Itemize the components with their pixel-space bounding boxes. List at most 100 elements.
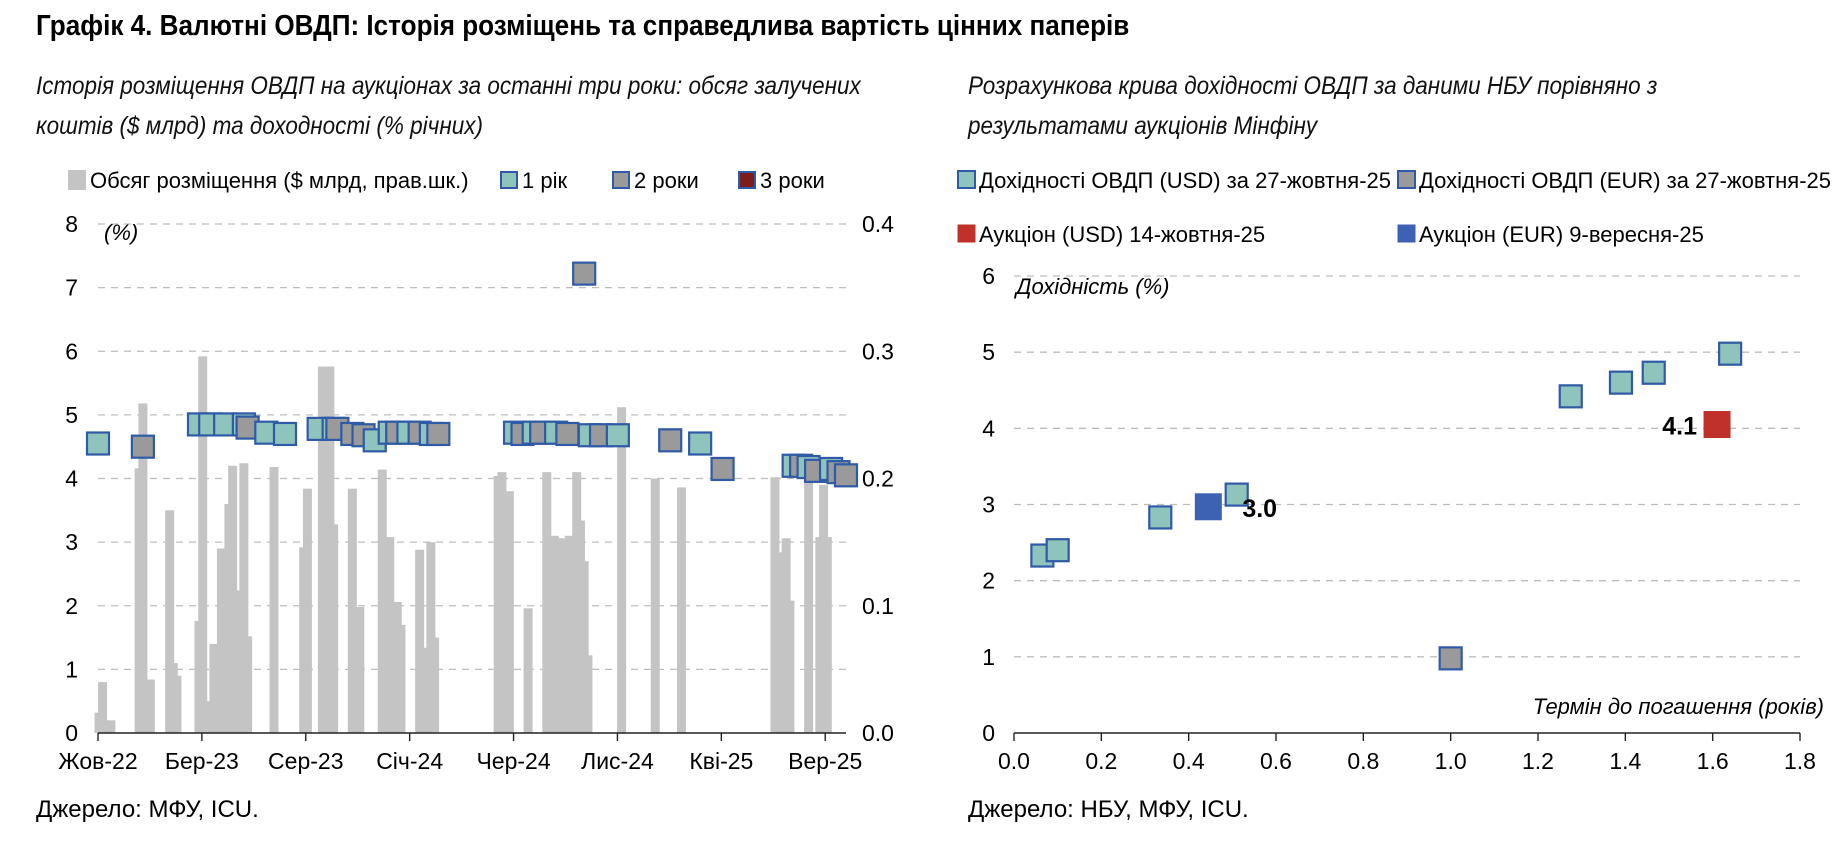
- yield-marker-1y: [605, 423, 630, 448]
- right-y-tick-label: 0.4: [862, 211, 894, 237]
- right-x-axis-label: Термін до погашення (років): [1533, 694, 1824, 719]
- volume-bar: [98, 682, 108, 733]
- auction_eur-point: [1194, 493, 1222, 521]
- legend-auction_usd-swatch: [957, 224, 976, 243]
- left-x-tick-label: Січ-24: [376, 748, 443, 774]
- volume-bar: [216, 548, 226, 733]
- right-x-tick-label: 1.8: [1784, 748, 1816, 774]
- usd_curve-point: [1148, 505, 1173, 530]
- right-chart-source: Джерело: НБУ, МФУ, ICU.: [968, 796, 1249, 823]
- eur_curve-point: [1438, 646, 1463, 671]
- yield-marker-1y: [272, 421, 298, 447]
- left-y-tick-label: 2: [65, 593, 78, 619]
- left-y-tick-label: 0: [65, 720, 78, 746]
- auction-eur-data-label: 3.0: [1242, 495, 1277, 523]
- left-y-tick-label: 7: [65, 275, 78, 301]
- volume-bar: [165, 510, 175, 733]
- volume-bar: [617, 407, 627, 733]
- legend-yield_3y-swatch: [738, 171, 756, 189]
- volume-bar: [676, 487, 686, 733]
- right-y-tick-label: 0.2: [862, 466, 894, 492]
- left-x-tick-label: Лис-24: [581, 748, 654, 774]
- volume-bar: [504, 491, 514, 733]
- volume-bar: [377, 469, 387, 733]
- usd_curve-point: [1045, 538, 1070, 563]
- left-y-tick-label: 6: [65, 338, 78, 364]
- volume-bar: [396, 624, 406, 733]
- volume-bar: [231, 590, 241, 733]
- legend-yield_1y-label: 1 рік: [522, 168, 567, 193]
- legend-usd_curve-label: Дохідності ОВДП (USD) за 27-жовтня-25: [979, 168, 1391, 193]
- volume-bar: [822, 537, 832, 733]
- usd_curve-point: [1224, 482, 1249, 507]
- right-y-tick-label: 1: [982, 644, 995, 670]
- volume-bar: [347, 488, 357, 733]
- right-x-tick-label: 1.0: [1435, 748, 1467, 774]
- right-y-tick-label: 0.3: [862, 338, 894, 364]
- left-y-tick-label: 4: [65, 466, 78, 492]
- right-y-tick-label: 5: [982, 339, 995, 365]
- volume-bar: [415, 549, 425, 733]
- legend-yield_2y-label: 2 роки: [634, 168, 699, 193]
- volume-bar: [329, 524, 339, 733]
- right-y-tick-label: 2: [982, 568, 995, 594]
- left-x-tick-label: Кві-25: [689, 748, 753, 774]
- volume-bar: [523, 608, 533, 733]
- volume-bar: [269, 467, 279, 733]
- volume-bar: [785, 600, 795, 733]
- volume-bar: [418, 647, 428, 733]
- right-x-tick-label: 1.4: [1609, 748, 1641, 774]
- auction_usd-point: [1703, 411, 1731, 439]
- usd_curve-point: [1641, 360, 1666, 385]
- volume-bar: [430, 637, 440, 733]
- volume-bar: [542, 472, 552, 733]
- right-y-tick-label: 6: [982, 263, 995, 289]
- yield-marker-2y: [833, 463, 859, 488]
- right-y-axis-label: Дохідність (%): [1013, 274, 1170, 299]
- left-y-tick-label: 3: [65, 529, 78, 555]
- legend-auction_usd-label: Аукціон (USD) 14-жовтня-25: [979, 222, 1265, 247]
- left-x-tick-label: Вер-25: [788, 748, 862, 774]
- left-chart-source: Джерело: МФУ, ICU.: [36, 796, 259, 823]
- volume-bar: [172, 675, 182, 733]
- usd_curve-point: [1608, 370, 1634, 395]
- volume-bar: [302, 488, 312, 733]
- legend-yield_3y-label: 3 роки: [760, 168, 825, 193]
- left-y-tick-label: 5: [65, 402, 78, 428]
- yield-marker-2y: [426, 421, 451, 447]
- volume-bar: [650, 478, 660, 733]
- legend-eur_curve-label: Дохідності ОВДП (EUR) за 27-жовтня-25: [1419, 168, 1831, 193]
- yield-marker-2y: [130, 434, 155, 459]
- legend-yield_1y-swatch: [500, 171, 518, 189]
- usd_curve-point: [1558, 384, 1583, 409]
- left-x-tick-label: Сер-23: [268, 748, 343, 774]
- right-y-tick-label: 0.0: [862, 720, 894, 746]
- right-x-tick-label: 0.2: [1085, 748, 1117, 774]
- right-x-tick-label: 0.6: [1260, 748, 1292, 774]
- right-y-tick-label: 0: [982, 720, 995, 746]
- yield-marker-2y: [658, 428, 683, 453]
- volume-bar: [198, 356, 208, 733]
- right-chart-subtitle: Розрахункова крива дохідності ОВДП за да…: [968, 72, 1658, 140]
- volume-bar: [774, 552, 784, 733]
- legend-eur_curve-swatch: [1397, 170, 1416, 189]
- legend-usd_curve-swatch: [957, 170, 976, 189]
- volume-bar: [243, 636, 253, 733]
- yield-marker-1y: [688, 431, 713, 456]
- page-title: Графік 4. Валютні ОВДП: Історія розміщен…: [36, 10, 1130, 42]
- volume-bar: [564, 535, 574, 733]
- left-chart-subtitle: Історія розміщення ОВДП на аукціонах за …: [36, 72, 861, 140]
- volume-bar: [804, 470, 814, 733]
- right-x-tick-label: 0.8: [1347, 748, 1379, 774]
- volume-bar: [583, 655, 593, 733]
- right-x-tick-label: 0.0: [998, 748, 1030, 774]
- right-y-tick-label: 3: [982, 492, 995, 518]
- yield-marker-2y: [710, 456, 735, 482]
- left-y-tick-label: 8: [65, 211, 78, 237]
- legend-auction_eur-swatch: [1397, 224, 1416, 243]
- usd_curve-point: [1718, 341, 1743, 366]
- volume-bar: [138, 403, 148, 733]
- volume-bar: [497, 472, 507, 733]
- volume-bar: [355, 607, 365, 733]
- legend-volume-label: Обсяг розміщення ($ млрд, прав.шк.): [90, 168, 469, 193]
